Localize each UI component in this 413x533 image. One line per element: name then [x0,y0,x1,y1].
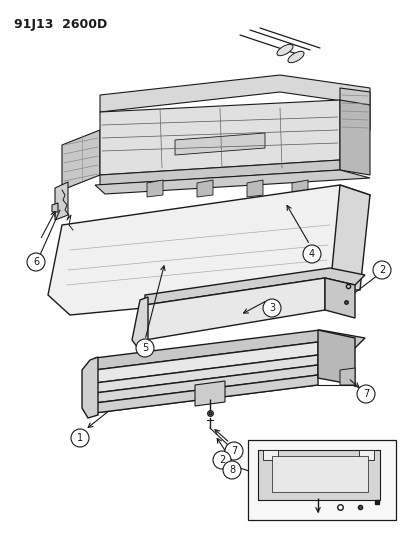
Polygon shape [52,203,58,212]
Text: 3: 3 [268,303,274,313]
Text: 8: 8 [228,465,235,475]
Polygon shape [271,456,367,492]
Polygon shape [339,100,369,175]
Text: 2: 2 [218,455,225,465]
Circle shape [262,299,280,317]
Text: 1: 1 [77,433,83,443]
Polygon shape [175,133,264,155]
Polygon shape [100,75,369,112]
Polygon shape [100,160,339,185]
Polygon shape [339,368,354,385]
Ellipse shape [287,51,303,63]
Polygon shape [95,170,369,194]
Polygon shape [291,180,307,197]
Polygon shape [95,365,317,403]
Polygon shape [262,450,277,460]
Circle shape [356,385,374,403]
Text: 4: 4 [308,249,314,259]
Polygon shape [317,330,354,385]
Polygon shape [95,342,317,383]
Text: 7: 7 [230,446,237,456]
Text: 7: 7 [362,389,368,399]
Circle shape [302,245,320,263]
Polygon shape [195,381,224,406]
Polygon shape [95,355,317,393]
Polygon shape [48,185,369,315]
Circle shape [71,429,89,447]
Polygon shape [339,88,369,130]
Polygon shape [100,100,339,175]
Text: 2: 2 [378,265,384,275]
Circle shape [136,339,154,357]
Polygon shape [329,185,369,290]
Text: 5: 5 [142,343,148,353]
Circle shape [372,261,390,279]
Ellipse shape [276,44,292,55]
Polygon shape [358,450,373,460]
Polygon shape [197,180,212,197]
Polygon shape [147,180,163,197]
Polygon shape [95,375,317,413]
Polygon shape [324,278,354,318]
Polygon shape [145,268,364,305]
FancyBboxPatch shape [247,440,395,520]
Circle shape [223,461,240,479]
Polygon shape [257,450,379,500]
Text: 6: 6 [33,257,39,267]
Polygon shape [247,180,262,197]
Polygon shape [95,330,364,370]
Polygon shape [55,182,68,220]
Polygon shape [132,297,147,348]
Circle shape [224,442,242,460]
Text: 91J13  2600D: 91J13 2600D [14,18,107,31]
Polygon shape [62,130,100,190]
Circle shape [27,253,45,271]
Polygon shape [145,278,324,340]
Circle shape [212,451,230,469]
Polygon shape [82,357,98,418]
